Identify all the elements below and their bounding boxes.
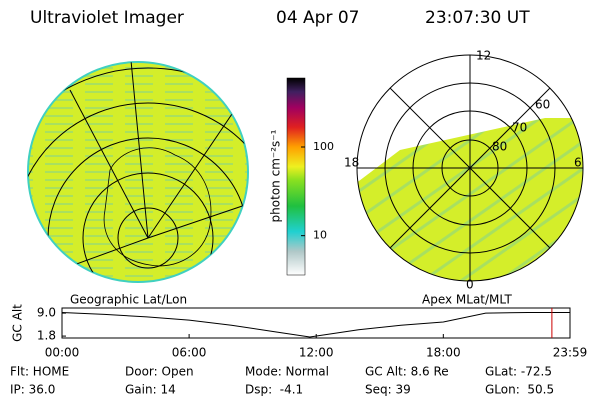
- colorbar-tick-label: 10: [313, 229, 327, 242]
- mlt-label: 18: [344, 156, 359, 170]
- status-field: Mode: Normal: [245, 365, 329, 379]
- status-field: Gain: 14: [125, 383, 176, 397]
- status-field: Dsp: -4.1: [245, 383, 303, 397]
- status-field: GC Alt: 8.6 Re: [365, 365, 449, 379]
- date: 04 Apr 07: [276, 8, 359, 28]
- lat-label: 70: [512, 121, 527, 135]
- panel-label: Geographic Lat/Lon: [70, 293, 187, 307]
- y-tick-label: 9.0: [37, 306, 56, 320]
- lat-label: 60: [535, 98, 550, 112]
- x-tick-label: 12:00: [299, 346, 334, 360]
- x-tick-label: 18:00: [426, 346, 461, 360]
- y-tick-label: 1.8: [37, 329, 56, 343]
- mlt-label: 12: [476, 49, 491, 63]
- x-tick-label: 23:59: [553, 346, 588, 360]
- colorbar-label: photon cm⁻²s⁻¹: [269, 129, 283, 222]
- colorbar-tick-label: 100: [313, 140, 334, 153]
- instrument: Ultraviolet Imager: [30, 8, 184, 28]
- y-axis-label: GC Alt: [11, 304, 25, 342]
- x-tick-label: 00:00: [45, 346, 80, 360]
- mlt-label: 6: [574, 156, 582, 170]
- status-field: IP: 36.0: [10, 383, 55, 397]
- altitude-line: [61, 311, 570, 338]
- time: 23:07:30 UT: [425, 8, 530, 28]
- status-field: GLat: -72.5: [485, 365, 552, 379]
- x-tick-label: 06:00: [172, 346, 207, 360]
- mlt-label: 0: [466, 278, 474, 292]
- status-field: Door: Open: [125, 365, 194, 379]
- status-field: Flt: HOME: [10, 365, 69, 379]
- panel-label: Apex MLat/MLT: [422, 293, 512, 307]
- geographic-image: [27, 61, 249, 283]
- polar-image: 12 6 0 18 60 70 80: [344, 49, 584, 292]
- colorbar: [286, 77, 306, 276]
- status-field: Seq: 39: [365, 383, 411, 397]
- status-field: GLon: 50.5: [485, 383, 554, 397]
- lat-label: 80: [492, 140, 507, 154]
